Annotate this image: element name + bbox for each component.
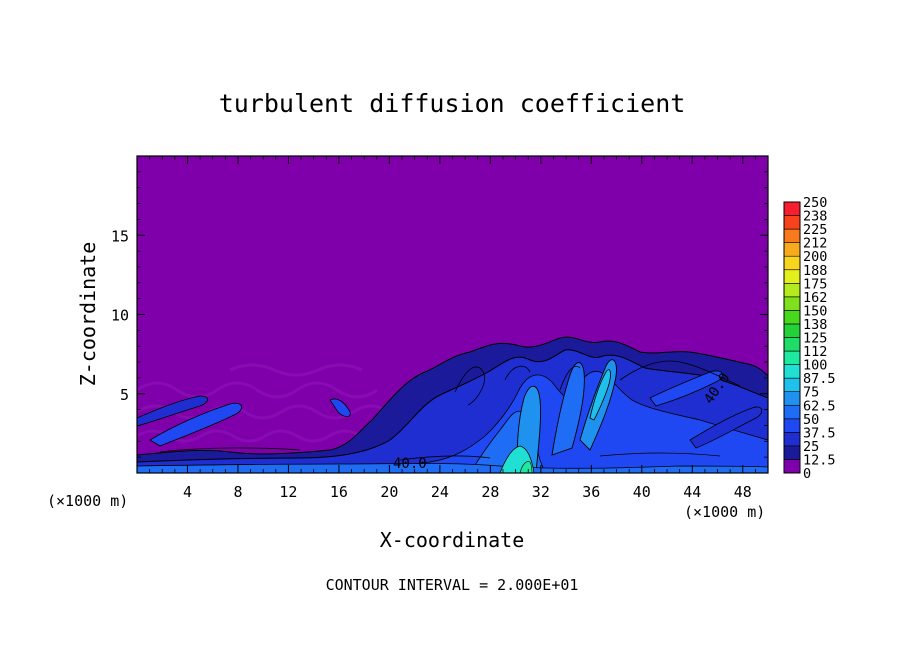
colorbar-label: 87.5 [803, 371, 836, 387]
colorbar-label: 188 [803, 263, 827, 279]
x-tick-label: 48 [734, 483, 752, 501]
x-tick-label: 36 [582, 483, 600, 501]
colorbar-swatch [783, 255, 801, 271]
y-axis-title: Z-coordinate [76, 242, 100, 387]
field-surface-hot-2 [519, 461, 533, 473]
colorbar-swatch [783, 404, 801, 420]
y-tick-label: 10 [111, 307, 129, 325]
colorbar-swatch [783, 228, 801, 243]
y-tick-label: 5 [120, 386, 129, 404]
colorbar-label: 37.5 [803, 425, 836, 441]
plot-area: 40.0 40.0 [137, 156, 768, 473]
field-plume-2 [551, 362, 585, 456]
x-unit-label: (×1000 m) [47, 492, 128, 510]
field-streak-right [649, 370, 723, 407]
colorbar-swatch [783, 445, 801, 460]
x-tick-label: 20 [380, 483, 398, 501]
x-tick-label: 16 [330, 483, 348, 501]
colorbar-swatch [783, 391, 801, 406]
colorbar-label: 100 [803, 358, 827, 374]
x-tick-label: 4 [183, 483, 192, 501]
x-tick-label: 8 [233, 483, 242, 501]
colorbar-swatch [783, 418, 801, 433]
colorbar-swatch [783, 350, 801, 365]
x-tick-label: 24 [431, 483, 449, 501]
field-plume-4 [589, 369, 611, 421]
x-tick-label: 40 [633, 483, 651, 501]
colorbar-swatch [783, 282, 801, 298]
colorbar-swatch [783, 310, 801, 325]
colorbar-label: 25 [803, 439, 819, 455]
colorbar-label: 250 [803, 195, 827, 211]
colorbar-swatch [783, 459, 801, 474]
field-surface-band [137, 463, 768, 473]
x-tick-label: 28 [481, 483, 499, 501]
chart-title: turbulent diffusion coefficient [219, 89, 686, 118]
colorbar-swatch [783, 364, 801, 379]
colorbar-label: 0 [803, 466, 811, 482]
colorbar-swatch [783, 337, 801, 352]
colorbar-swatch [783, 323, 801, 338]
colorbar-label: 12.5 [803, 452, 836, 468]
colorbar-label: 212 [803, 236, 827, 252]
contour-lines [159, 360, 741, 461]
x-tick-label: 32 [532, 483, 550, 501]
field-streak-right-2 [689, 406, 763, 449]
colorbar-swatch [783, 296, 801, 311]
colorbar-label: 175 [803, 276, 827, 292]
colorbar-label: 62.5 [803, 398, 836, 414]
y-axis-ticks: 5 10 15 [111, 171, 768, 458]
colorbar-label: 225 [803, 222, 827, 238]
contour-interval: CONTOUR INTERVAL = 2.000E+01 [326, 576, 579, 594]
colorbar-label: 150 [803, 303, 827, 319]
colorbar-swatch [783, 269, 801, 284]
colorbar: 012.52537.55062.57587.510011212513815016… [783, 195, 836, 482]
colorbar-label: 238 [803, 209, 827, 225]
colorbar-frame [783, 201, 801, 474]
x-tick-label: 12 [279, 483, 297, 501]
colorbar-label: 112 [803, 344, 827, 360]
contour-label-1: 40.0 [393, 456, 427, 472]
colorbar-swatch [783, 201, 801, 216]
colorbar-label: 138 [803, 317, 827, 333]
colorbar-label: 200 [803, 249, 827, 265]
colorbar-label: 50 [803, 412, 819, 428]
field-streak-mid [329, 398, 351, 417]
colorbar-swatch [783, 242, 801, 257]
x-tick-label: 44 [683, 483, 701, 501]
field-streak-left [149, 402, 243, 447]
colorbar-label: 75 [803, 385, 819, 401]
colorbar-label: 125 [803, 331, 827, 347]
field-streak-left-2 [137, 395, 208, 427]
y-tick-label: 15 [111, 227, 129, 245]
colorbar-swatch [783, 215, 801, 230]
colorbar-swatch [783, 377, 801, 392]
colorbar-swatch [783, 432, 801, 447]
x-axis-ticks: 4 8 12 16 20 24 28 32 36 40 44 48 [149, 156, 756, 501]
colorbar-label: 162 [803, 290, 827, 306]
x-axis-title: X-coordinate [380, 528, 525, 552]
y-unit-label: (×1000 m) [684, 503, 765, 521]
